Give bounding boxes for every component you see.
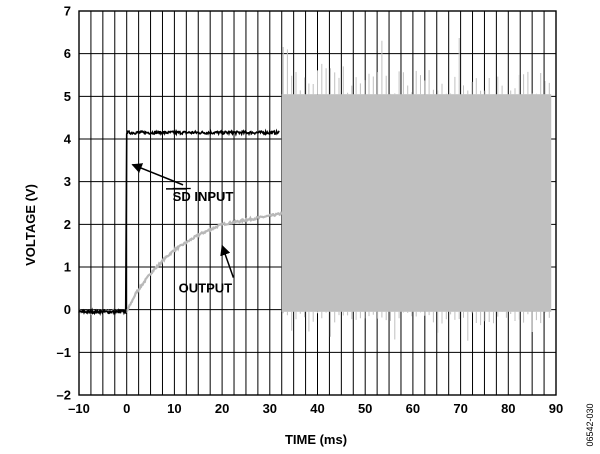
figure-id: 06542-030: [585, 403, 595, 446]
y-tick-label: –1: [57, 345, 71, 360]
annotation-sd-arrow: [131, 163, 184, 186]
y-tick-label: 3: [64, 174, 71, 189]
plot-border: [78, 10, 557, 396]
x-tick-label: 80: [501, 401, 515, 416]
y-tick-label: –2: [57, 388, 71, 403]
chart-series: [77, 38, 552, 341]
y-tick-label: 4: [64, 132, 72, 147]
y-tick-label: 1: [64, 260, 71, 275]
x-tick-label: 70: [453, 401, 467, 416]
annotation-output-arrow: [220, 244, 235, 278]
series-output-switching-spikes: [282, 38, 550, 341]
annotation-output: OUTPUT: [179, 281, 233, 296]
x-axis-title: TIME (ms): [285, 432, 347, 447]
y-axis-title: VOLTAGE (V): [23, 184, 38, 266]
y-tick-label: 0: [64, 302, 71, 317]
x-tick-label: 90: [549, 401, 563, 416]
annotation-sd-input: SD INPUT: [173, 189, 234, 204]
x-tick-label: 50: [358, 401, 372, 416]
y-tick-label: 7: [64, 4, 71, 19]
y-tick-label: 2: [64, 217, 71, 232]
series-output-line: [77, 210, 283, 316]
series-output-switching-block: [281, 94, 552, 312]
x-tick-label: 20: [215, 401, 229, 416]
y-axis-ticks: –2 –1 0 1 2 3 4 5 6 7: [57, 4, 72, 403]
series-sd-input-line: [78, 128, 280, 317]
x-axis-ticks: –10 0 10 20 30 40 50 60 70 80 90: [68, 401, 563, 416]
x-tick-label: 0: [123, 401, 130, 416]
y-tick-label: 5: [64, 89, 71, 104]
annotation-sd-overline: SD: [173, 189, 191, 204]
x-tick-label: 60: [406, 401, 420, 416]
x-tick-label: 40: [310, 401, 324, 416]
annotation-sd-label: INPUT: [191, 189, 234, 204]
x-tick-label: –10: [68, 401, 90, 416]
plot-frame: [78, 10, 557, 396]
chart-annotations: SD INPUT OUTPUT: [131, 163, 235, 296]
x-tick-label: 30: [263, 401, 277, 416]
x-tick-label: 10: [167, 401, 181, 416]
y-tick-label: 6: [64, 46, 71, 61]
